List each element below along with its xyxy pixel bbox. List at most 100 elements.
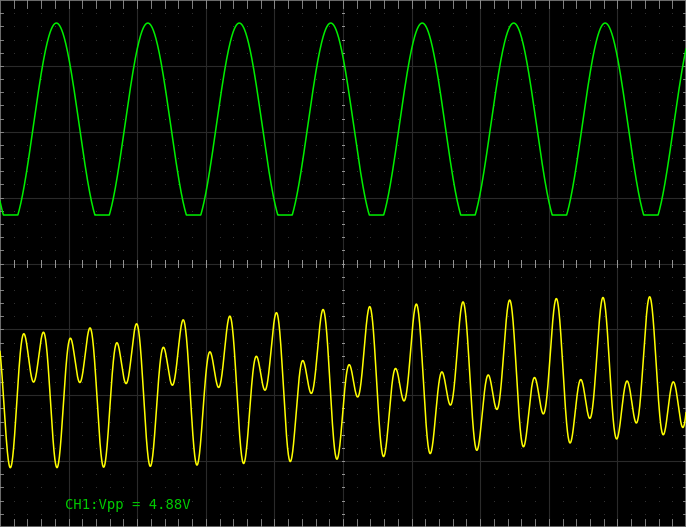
Point bbox=[667, 48, 678, 57]
Point bbox=[584, 141, 595, 149]
Point bbox=[598, 35, 609, 44]
Point bbox=[283, 496, 294, 505]
Point bbox=[77, 101, 88, 110]
Point bbox=[434, 286, 445, 294]
Point bbox=[228, 88, 239, 96]
Point bbox=[228, 496, 239, 505]
Point bbox=[118, 88, 129, 96]
Point bbox=[22, 312, 33, 320]
Point bbox=[91, 510, 102, 518]
Point bbox=[310, 338, 321, 347]
Point bbox=[145, 35, 156, 44]
Point bbox=[187, 272, 198, 281]
Point bbox=[584, 470, 595, 479]
Point bbox=[36, 365, 47, 373]
Point bbox=[447, 154, 458, 162]
Point bbox=[488, 220, 499, 228]
Point bbox=[159, 167, 170, 175]
Point bbox=[118, 35, 129, 44]
Point bbox=[447, 9, 458, 17]
Point bbox=[434, 48, 445, 57]
Point bbox=[420, 417, 431, 426]
Point bbox=[557, 378, 568, 386]
Point bbox=[584, 272, 595, 281]
Point bbox=[159, 272, 170, 281]
Point bbox=[379, 22, 390, 31]
Point bbox=[571, 220, 582, 228]
Point bbox=[420, 286, 431, 294]
Point bbox=[653, 352, 664, 360]
Point bbox=[228, 101, 239, 110]
Point bbox=[351, 431, 362, 439]
Point bbox=[22, 220, 33, 228]
Point bbox=[420, 272, 431, 281]
Point bbox=[255, 180, 266, 189]
Point bbox=[8, 154, 19, 162]
Point bbox=[22, 483, 33, 492]
Point bbox=[8, 299, 19, 307]
Point bbox=[502, 9, 513, 17]
Point bbox=[241, 312, 252, 320]
Point bbox=[461, 444, 472, 452]
Point bbox=[434, 75, 445, 83]
Point bbox=[255, 496, 266, 505]
Point bbox=[584, 180, 595, 189]
Point bbox=[502, 299, 513, 307]
Point bbox=[598, 75, 609, 83]
Point bbox=[584, 114, 595, 123]
Point bbox=[283, 312, 294, 320]
Point bbox=[187, 101, 198, 110]
Point bbox=[159, 338, 170, 347]
Point bbox=[118, 220, 129, 228]
Point bbox=[365, 75, 376, 83]
Point bbox=[557, 352, 568, 360]
Point bbox=[22, 22, 33, 31]
Point bbox=[159, 207, 170, 215]
Point bbox=[420, 233, 431, 241]
Point bbox=[187, 233, 198, 241]
Point bbox=[173, 365, 184, 373]
Point bbox=[598, 167, 609, 175]
Point bbox=[49, 233, 60, 241]
Point bbox=[639, 154, 650, 162]
Point bbox=[667, 431, 678, 439]
Point bbox=[626, 483, 637, 492]
Point bbox=[420, 365, 431, 373]
Point bbox=[49, 35, 60, 44]
Point bbox=[241, 233, 252, 241]
Point bbox=[502, 22, 513, 31]
Point bbox=[626, 404, 637, 413]
Point bbox=[214, 114, 225, 123]
Point bbox=[159, 496, 170, 505]
Point bbox=[228, 207, 239, 215]
Point bbox=[447, 35, 458, 44]
Point bbox=[145, 75, 156, 83]
Point bbox=[283, 444, 294, 452]
Point bbox=[447, 431, 458, 439]
Point bbox=[461, 75, 472, 83]
Point bbox=[502, 233, 513, 241]
Point bbox=[77, 9, 88, 17]
Point bbox=[557, 35, 568, 44]
Point bbox=[530, 444, 541, 452]
Point bbox=[159, 510, 170, 518]
Point bbox=[584, 207, 595, 215]
Point bbox=[283, 180, 294, 189]
Point bbox=[310, 444, 321, 452]
Point bbox=[8, 101, 19, 110]
Point bbox=[502, 272, 513, 281]
Point bbox=[77, 365, 88, 373]
Point bbox=[173, 141, 184, 149]
Point bbox=[584, 48, 595, 57]
Point bbox=[447, 141, 458, 149]
Point bbox=[77, 154, 88, 162]
Point bbox=[8, 22, 19, 31]
Point bbox=[557, 404, 568, 413]
Point bbox=[392, 444, 403, 452]
Point bbox=[639, 75, 650, 83]
Point bbox=[530, 233, 541, 241]
Point bbox=[571, 378, 582, 386]
Point bbox=[653, 180, 664, 189]
Point bbox=[516, 220, 527, 228]
Point bbox=[626, 88, 637, 96]
